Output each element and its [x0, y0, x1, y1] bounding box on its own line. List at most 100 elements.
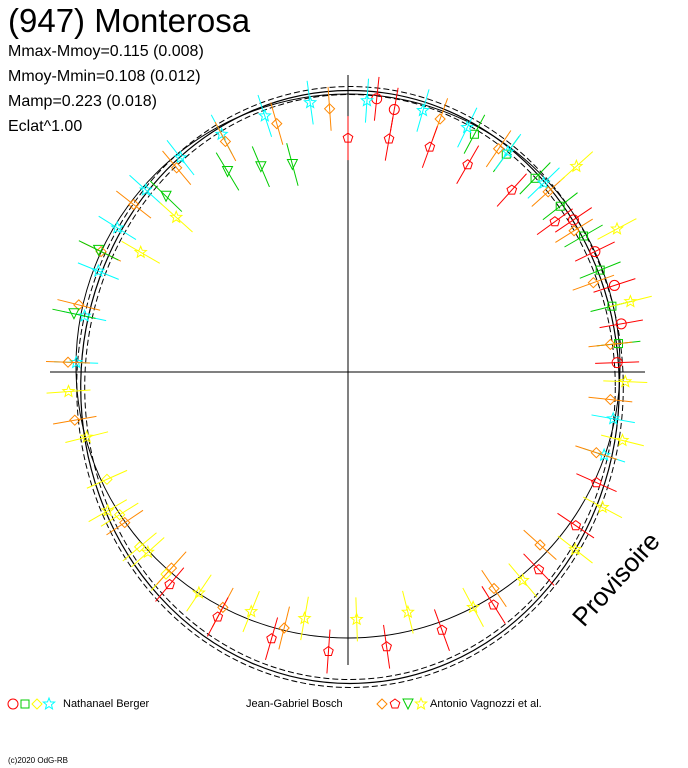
data-error-bar: [527, 167, 560, 199]
data-error-bar: [46, 389, 91, 394]
data-error-bar: [575, 445, 618, 460]
data-point: [170, 162, 183, 174]
data-point: [568, 225, 580, 237]
data-error-bar: [131, 537, 165, 568]
data-point: [219, 135, 232, 148]
data-point: [191, 585, 206, 599]
data-error-bar: [523, 529, 557, 560]
data-point: [169, 209, 184, 224]
data-point: [604, 393, 617, 406]
data-point: [488, 582, 500, 595]
data-error-bar: [421, 126, 438, 168]
data-point: [590, 446, 603, 459]
data-error-bar: [86, 469, 128, 489]
data-point: [567, 214, 579, 226]
data-point: [100, 503, 115, 517]
data-error-bar: [588, 341, 633, 348]
data-point: [255, 161, 267, 173]
data-point: [434, 113, 446, 125]
data-point: [555, 201, 565, 211]
data-error-bar: [206, 597, 229, 637]
data-point: [530, 173, 540, 183]
data-point: [138, 182, 153, 197]
legend-marker-star-yellow: [414, 696, 428, 711]
data-point: [297, 611, 312, 625]
data-error-bar: [257, 94, 273, 137]
data-point: [173, 150, 188, 164]
data-point: [69, 414, 81, 426]
data-point: [579, 231, 589, 241]
data-error-bar: [156, 551, 187, 585]
data-error-bar: [572, 274, 615, 291]
data-point: [140, 544, 155, 559]
data-point: [534, 539, 546, 551]
data-point: [488, 599, 499, 610]
data-error-bar: [456, 145, 480, 185]
data-error-bar: [355, 597, 358, 642]
data-error-bar: [591, 414, 635, 424]
data-error-bar: [162, 150, 192, 185]
data-error-bar: [186, 574, 212, 612]
data-error-bar: [306, 80, 314, 125]
data-point: [214, 126, 229, 141]
data-point: [436, 624, 448, 635]
data-error-bar: [129, 174, 163, 206]
data-error-bar: [57, 299, 101, 311]
data-point: [549, 216, 561, 227]
legend-marker-diamond-orange: [376, 698, 388, 710]
data-point: [91, 263, 106, 278]
data-error-bar: [576, 473, 617, 493]
data-point: [536, 175, 551, 190]
legend-marker-circle: [7, 698, 19, 710]
data-point: [604, 338, 617, 351]
legend-observer-2: Jean-Gabriel Bosch: [246, 698, 343, 710]
data-point: [595, 265, 605, 275]
data-error-bar: [554, 207, 593, 233]
data-error-bar: [597, 218, 637, 240]
copyright-text: (c)2020 OdG-RB: [8, 756, 69, 765]
data-point: [591, 476, 602, 488]
data-point: [92, 244, 105, 257]
legend-marker-pentagon: [389, 698, 401, 709]
data-error-bar: [608, 295, 652, 308]
stat-mamp: Mamp=0.223 (0.018): [8, 93, 157, 110]
data-error-bar: [579, 261, 621, 279]
data-error-bar: [384, 117, 394, 161]
data-point: [286, 158, 299, 171]
data-error-bar: [508, 563, 538, 598]
data-point: [212, 611, 224, 622]
data-error-bar: [116, 190, 152, 219]
data-point: [533, 563, 545, 575]
data-error-bar: [46, 360, 91, 364]
data-point: [119, 516, 131, 529]
axes: [50, 75, 645, 665]
legend-marker-triangle: [402, 698, 414, 711]
data-error-bar: [53, 415, 97, 425]
data-point: [492, 143, 505, 155]
data-error-bar: [494, 133, 522, 171]
data-error-bar: [373, 76, 380, 121]
data-point: [569, 158, 584, 173]
data-point: [506, 184, 518, 195]
data-point: [217, 601, 229, 614]
data-point: [133, 541, 146, 553]
data-error-bar: [433, 609, 450, 651]
data-error-bar: [215, 152, 240, 191]
data-point: [615, 433, 630, 447]
data-point: [77, 308, 92, 323]
data-point: [500, 144, 515, 158]
data-error-bar: [559, 151, 594, 182]
data-error-bar: [264, 617, 279, 660]
model-envelope-outer: [76, 86, 624, 688]
stat-mmoy-mmin: Mmoy-Mmin=0.108 (0.012): [8, 68, 201, 85]
data-point: [68, 308, 80, 320]
data-point: [570, 519, 582, 531]
data-error-bar: [286, 143, 299, 186]
data-point: [542, 186, 554, 198]
data-error-bar: [462, 587, 484, 628]
data-error-bar: [531, 176, 565, 207]
data-point: [342, 132, 354, 143]
data-point: [360, 93, 375, 107]
data-error-bar: [599, 319, 643, 329]
reference-circle: [75, 93, 621, 639]
